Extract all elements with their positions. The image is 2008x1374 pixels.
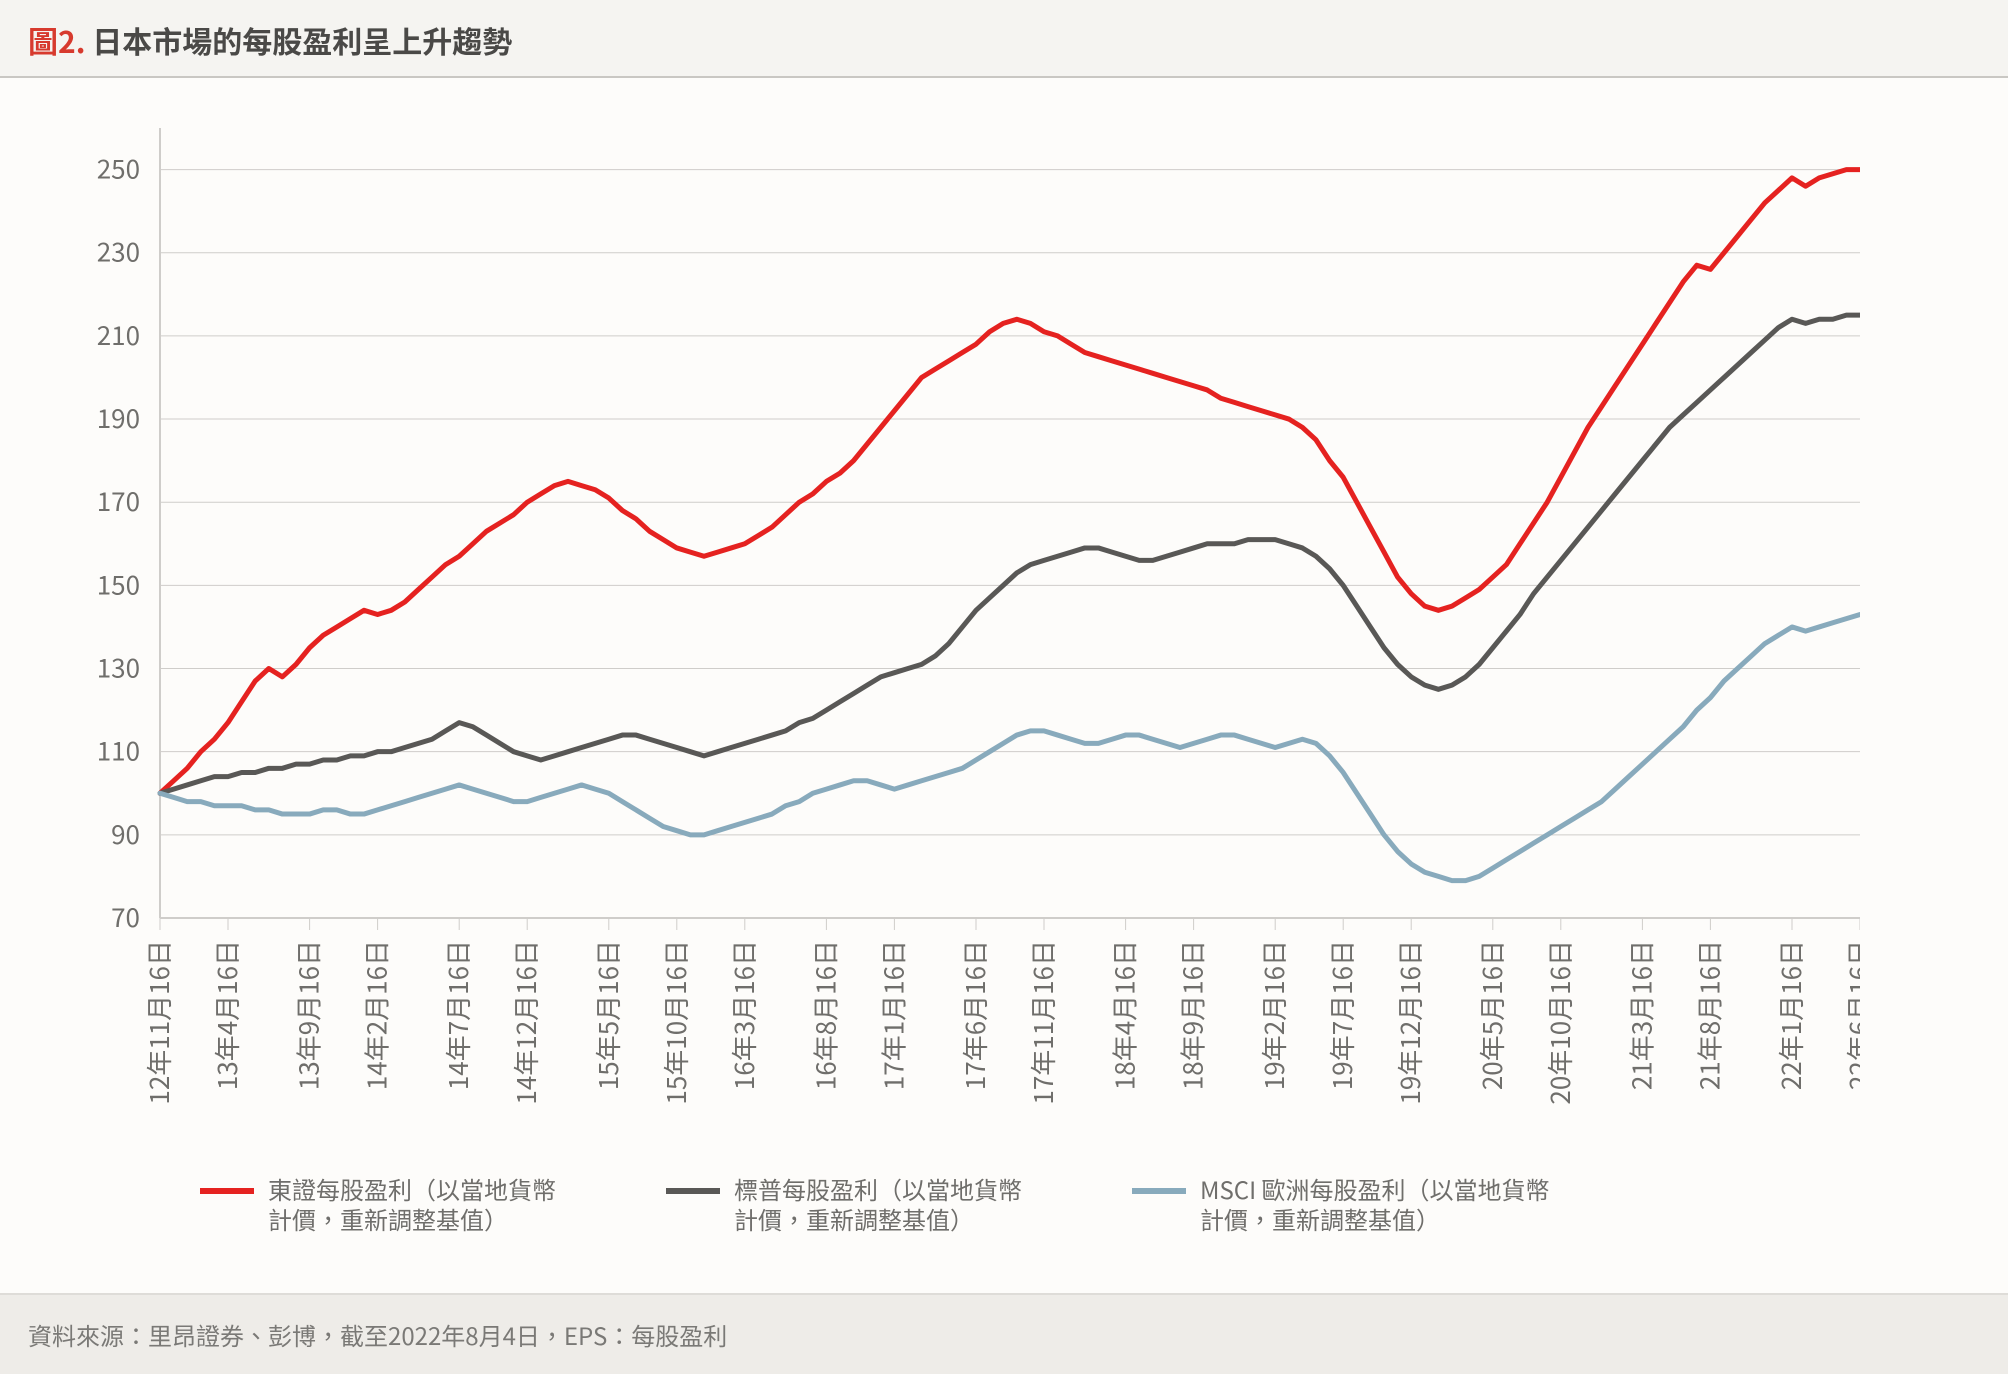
y-tick-label: 250 — [97, 150, 140, 187]
chart-title-bar: 圖2. 日本市場的每股盈利呈上升趨勢 — [0, 0, 2008, 78]
legend-label: 標普每股盈利（以當地貨幣計價，重新調整基值） — [734, 1174, 1022, 1234]
x-tick-label: 14年7月16日 — [439, 940, 476, 1090]
legend-swatch — [200, 1188, 254, 1194]
legend-item: 東證每股盈利（以當地貨幣計價，重新調整基值） — [200, 1174, 556, 1234]
x-tick-label: 17年11月16日 — [1024, 940, 1061, 1105]
legend-label-line: MSCI 歐洲每股盈利（以當地貨幣 — [1200, 1174, 1550, 1204]
x-tick-label: 13年4月16日 — [208, 940, 245, 1090]
source-text: 資料來源：里昂證券、彭博，截至2022年8月4日，EPS：每股盈利 — [28, 1317, 727, 1352]
legend-label-line: 計價，重新調整基值） — [1200, 1204, 1550, 1234]
x-tick-label: 17年1月16日 — [874, 940, 911, 1090]
x-tick-label: 17年6月16日 — [956, 940, 993, 1090]
x-tick-label: 21年8月16日 — [1690, 940, 1727, 1090]
y-tick-label: 90 — [111, 815, 140, 852]
x-tick-label: 18年4月16日 — [1106, 940, 1143, 1090]
x-tick-label: 20年5月16日 — [1473, 940, 1510, 1090]
legend-swatch — [1132, 1188, 1186, 1194]
x-tick-label: 16年8月16日 — [806, 940, 843, 1090]
x-tick-label: 14年2月16日 — [358, 940, 395, 1090]
legend-label: 東證每股盈利（以當地貨幣計價，重新調整基值） — [268, 1174, 556, 1234]
chart-source: 資料來源：里昂證券、彭博，截至2022年8月4日，EPS：每股盈利 — [0, 1293, 2008, 1374]
chart-container: 圖2. 日本市場的每股盈利呈上升趨勢 70 90 110 130 150 170 190 21… — [0, 0, 2008, 1374]
x-tick-label: 16年3月16日 — [725, 940, 762, 1090]
figure-number: 圖2. — [28, 18, 85, 62]
legend-item: 標普每股盈利（以當地貨幣計價，重新調整基值） — [666, 1174, 1022, 1234]
y-tick-label: 170 — [97, 482, 140, 519]
x-tick-label: 13年9月16日 — [290, 940, 327, 1090]
y-tick-label: 110 — [97, 732, 140, 769]
y-tick-label: 150 — [97, 565, 140, 602]
legend-label-line: 計價，重新調整基值） — [734, 1204, 1022, 1234]
x-tick-label: 14年12月16日 — [507, 940, 544, 1105]
y-tick-label: 70 — [111, 898, 140, 935]
legend-label-line: 計價，重新調整基值） — [268, 1204, 556, 1234]
x-tick-label: 12年11月16日 — [140, 940, 177, 1105]
series-sp-eps — [160, 315, 1860, 793]
x-tick-label: 19年2月16日 — [1255, 940, 1292, 1090]
x-tick-label: 22年1月16日 — [1772, 940, 1809, 1090]
x-tick-label: 21年3月16日 — [1622, 940, 1659, 1090]
y-tick-label: 190 — [97, 399, 140, 436]
x-tick-label: 19年12月16日 — [1391, 940, 1428, 1105]
x-tick-label: 19年7月16日 — [1323, 940, 1360, 1090]
series-msci-eu-eps — [160, 614, 1860, 880]
legend-item: MSCI 歐洲每股盈利（以當地貨幣計價，重新調整基值） — [1132, 1174, 1550, 1234]
x-tick-label: 20年10月16日 — [1541, 940, 1578, 1105]
legend-label-line: 東證每股盈利（以當地貨幣 — [268, 1174, 556, 1204]
y-tick-label: 230 — [97, 233, 140, 270]
x-tick-label: 15年5月16日 — [589, 940, 626, 1090]
figure-title: 日本市場的每股盈利呈上升趨勢 — [92, 18, 512, 62]
y-tick-label: 210 — [97, 316, 140, 353]
legend-label-line: 標普每股盈利（以當地貨幣 — [734, 1174, 1022, 1204]
x-tick-label: 15年10月16日 — [657, 940, 694, 1105]
legend-label: MSCI 歐洲每股盈利（以當地貨幣計價，重新調整基值） — [1200, 1174, 1550, 1234]
chart-legend: 東證每股盈利（以當地貨幣計價，重新調整基值）標普每股盈利（以當地貨幣計價，重新調… — [0, 1168, 2008, 1234]
legend-swatch — [666, 1188, 720, 1194]
x-tick-label: 22年6月16日 — [1840, 940, 1860, 1090]
y-tick-label: 130 — [97, 649, 140, 686]
chart-plot-area: 70 90 110 130 150 170 190 210 230 250 12年11月16日 13年… — [0, 78, 2008, 1168]
series-topix-eps — [160, 170, 1860, 794]
x-tick-label: 18年9月16日 — [1174, 940, 1211, 1090]
line-chart-svg: 70 90 110 130 150 170 190 210 230 250 12年11月16日 13年… — [40, 108, 1860, 1158]
